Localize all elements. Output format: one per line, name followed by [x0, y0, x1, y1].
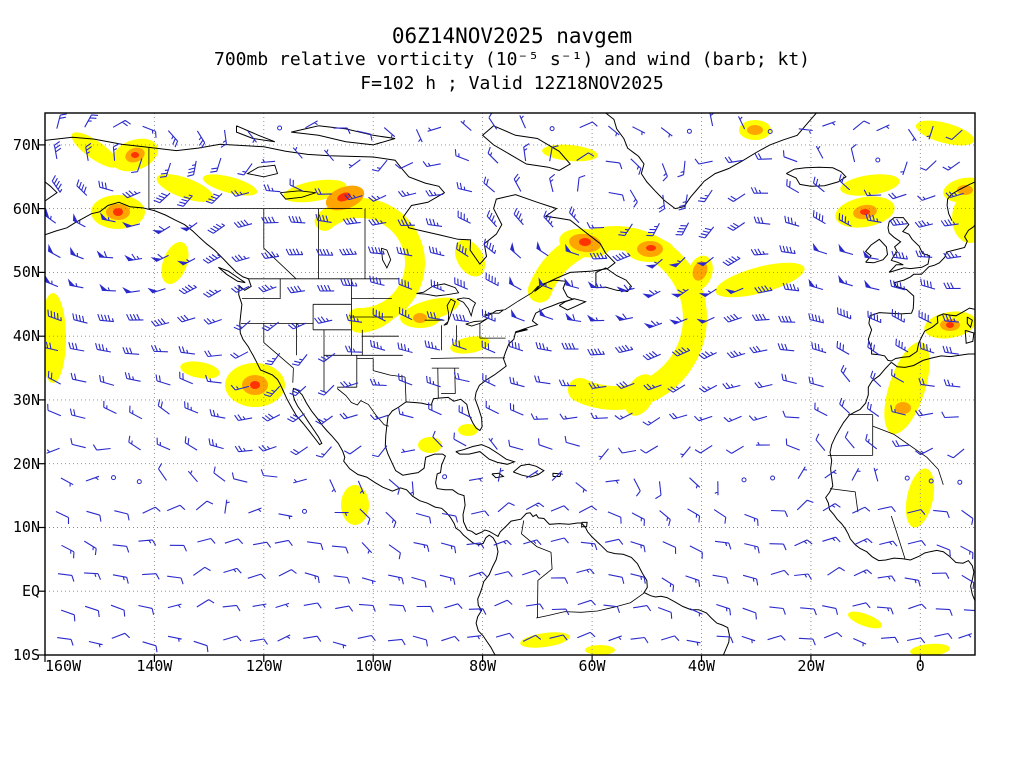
- y-axis-label-30N: 30N: [12, 390, 40, 409]
- map-frame: [38, 112, 976, 662]
- chart-title-run: 06Z14NOV2025 navgem: [391, 24, 633, 48]
- y-axis-label-10N: 10N: [12, 518, 40, 537]
- y-axis-label-20N: 20N: [12, 454, 40, 473]
- x-axis-label-160W: 160W: [45, 657, 82, 675]
- chart-title-valid: F=102 h ; Valid 12Z18NOV2025: [360, 73, 664, 94]
- x-axis-label-40W: 40W: [687, 657, 716, 675]
- y-axis-label-EQ: EQ: [21, 582, 40, 601]
- vorticity-shading-layer: [45, 120, 975, 655]
- chart-title-field: 700mb relative vorticity (10⁻⁵ s⁻¹) and …: [213, 49, 811, 70]
- y-axis-label-40N: 40N: [12, 327, 40, 346]
- x-axis-label-20W: 20W: [797, 657, 825, 675]
- x-axis-label-120W: 120W: [245, 657, 282, 675]
- x-axis-label-60W: 60W: [578, 657, 606, 675]
- y-axis-label-60N: 60N: [12, 199, 40, 218]
- x-axis-label-80W: 80W: [469, 657, 497, 675]
- x-axis-label-100W: 100W: [355, 657, 392, 675]
- y-axis-label-70N: 70N: [12, 135, 40, 154]
- y-axis-label-10S: 10S: [12, 646, 40, 664]
- y-axis-label-50N: 50N: [12, 263, 40, 282]
- x-axis-label-140W: 140W: [136, 657, 173, 675]
- wind-barb-layer: [45, 113, 975, 653]
- x-axis-label-0: 0: [915, 657, 925, 675]
- title-block: 06Z14NOV2025 navgem 700mb relative vorti…: [0, 24, 1024, 96]
